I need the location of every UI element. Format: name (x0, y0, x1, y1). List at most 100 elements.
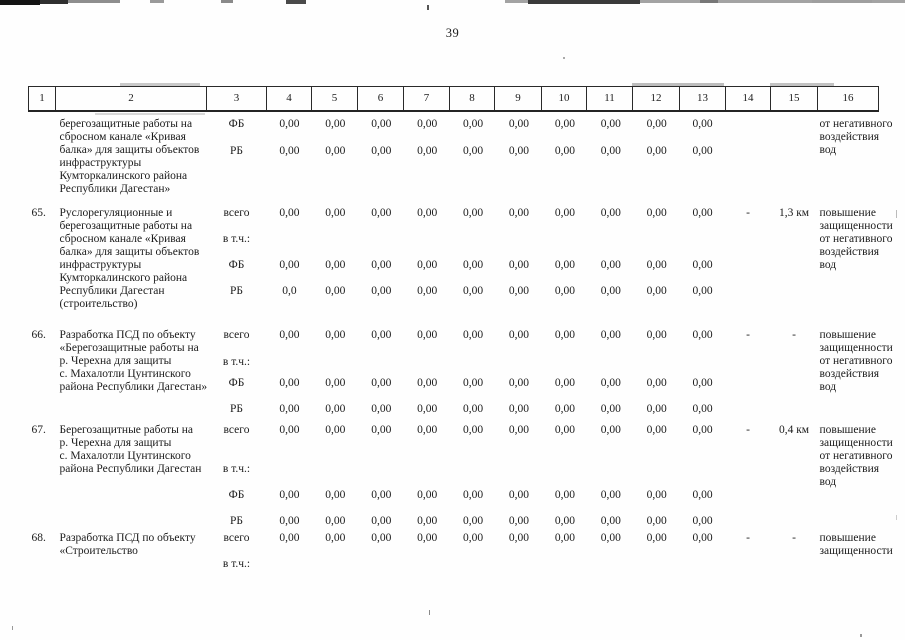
value-cell: 0,00 (600, 403, 621, 415)
value-cell: 0,00 (508, 489, 530, 501)
value-cell: 0,00 (279, 259, 300, 271)
value-row: 0,00 0,00 0,00 0,00 0,00 0,00 0,00 0,00 0,00 0,00 (267, 145, 726, 158)
value-cell: 0,00 (325, 285, 346, 297)
scan-artifact (150, 0, 164, 3)
value-cell: 0,00 (325, 403, 346, 415)
value-cell: 0,00 (417, 515, 438, 527)
value-cell: 0,00 (646, 285, 667, 297)
value-cell: 0,00 (600, 377, 621, 389)
scan-artifact (0, 0, 68, 4)
scan-artifact (0, 0, 40, 5)
value-cell: 0,00 (371, 329, 392, 341)
value-cell: 0,00 (554, 285, 575, 297)
scan-artifact (12, 626, 13, 630)
value-cell: 0,00 (554, 377, 575, 389)
scan-artifact (429, 610, 430, 615)
value-cell: 0,00 (692, 489, 713, 501)
value-cell: 0,00 (646, 118, 667, 130)
value-cell: 0,00 (417, 145, 438, 157)
funding-source-label: в т.ч.: (222, 233, 251, 245)
table-subrow: ФБ 0,00 0,00 0,00 0,00 0,00 0,00 0,00 0,00 0,00 0… (29, 489, 879, 515)
value-row: 0,00 0,00 0,00 0,00 0,00 0,00 0,00 0,00 0,00 0,00 (267, 259, 726, 272)
column-header: 9 (494, 86, 542, 112)
value-cell: 0,00 (646, 259, 667, 271)
value-cell: 0,00 (279, 424, 300, 436)
column-header: 15 (770, 86, 818, 112)
expected-result: повышение защищенности от негативного во… (819, 207, 893, 271)
value-cell: 0,00 (417, 377, 438, 389)
expected-result: повышение защищенности (819, 532, 893, 557)
scan-artifact (68, 0, 120, 3)
table-subrow: в т.ч.: (29, 558, 879, 598)
value-cell: 0,00 (508, 515, 530, 527)
value-cell: 0,00 (463, 532, 484, 544)
table-block-66: 66. Разработка ПСД по объекту «Берегозащ… (29, 329, 893, 424)
item-name: Разработка ПСД по объекту «Строительство (59, 532, 196, 557)
column-header: 1 (28, 86, 56, 112)
value-cell: 0,00 (371, 259, 392, 271)
column-header: 16 (817, 86, 879, 112)
scan-artifact (505, 0, 905, 3)
value-cell: 0,00 (417, 259, 438, 271)
scan-artifact (427, 5, 429, 10)
expected-result: от негативного воздействия вод (819, 118, 893, 156)
value-cell: 0,00 (463, 329, 484, 341)
table-subrow: в т.ч.: (29, 233, 879, 259)
scan-artifact (860, 634, 862, 637)
value-row: 0,00 0,00 0,00 0,00 0,00 0,00 0,00 0,00 0,00 0,00 (267, 403, 726, 416)
item-name: Разработка ПСД по объекту «Берегозащитны… (59, 329, 208, 393)
value-cell: 0,00 (279, 118, 300, 130)
value-cell: 0,00 (692, 424, 713, 436)
value-cell: 0,00 (417, 118, 438, 130)
expected-result: повышение защищенности от негативного во… (819, 424, 893, 488)
value-cell: 0,00 (600, 285, 621, 297)
value-cell: 0,00 (646, 424, 667, 436)
funding-source-label: РБ (230, 403, 243, 415)
value-cell: 0,00 (417, 403, 438, 415)
value-cell: 0,00 (279, 329, 300, 341)
value-cell: 0,00 (463, 403, 484, 415)
table-header-row: 1 2 3 4 5 6 7 8 9 10 11 12 13 14 15 16 (28, 86, 879, 112)
value-cell: 0,00 (646, 403, 667, 415)
table-subrow: РБ 0,00 0,00 0,00 0,00 0,00 0,00 0,00 0,00 0,00 0… (29, 515, 879, 532)
column-header: 8 (449, 86, 495, 112)
value-cell: 0,00 (325, 259, 346, 271)
value-cell: 0,00 (508, 424, 530, 436)
funding-source-label: всего (223, 532, 250, 544)
funding-source-label: всего (223, 207, 250, 219)
value-cell: 0,00 (325, 377, 346, 389)
value-cell: 0,00 (508, 329, 530, 341)
item-number: 66. (31, 329, 46, 341)
column-header: 11 (586, 86, 633, 112)
funding-source-label: ФБ (228, 377, 245, 389)
column-header: 5 (311, 86, 358, 112)
value-cell: 0,00 (554, 118, 575, 130)
value-cell: 0,00 (554, 329, 575, 341)
value-cell: 0,00 (417, 285, 438, 297)
value-cell: 0,00 (692, 532, 713, 544)
table-subrow: в т.ч.: (29, 356, 879, 377)
value-cell: 0,00 (371, 285, 392, 297)
value-cell: 0,00 (279, 532, 300, 544)
item-number (29, 111, 56, 207)
value-cell: 0,00 (554, 532, 575, 544)
value-cell: 0,00 (600, 329, 621, 341)
table-subrow: ФБ 0,00 0,00 0,00 0,00 0,00 0,00 0,00 0,00 0,00 0… (29, 377, 879, 403)
value-cell: 0,00 (508, 532, 530, 544)
col15-length (771, 111, 818, 207)
value-cell: 0,00 (692, 285, 713, 297)
funding-source-label: РБ (230, 515, 243, 527)
page-number: 39 (445, 26, 460, 40)
value-cell: 0,00 (692, 515, 713, 527)
value-cell: 0,00 (600, 207, 621, 219)
value-cell: 0,00 (463, 145, 484, 157)
value-cell: 0,00 (325, 329, 346, 341)
value-cell: 0,00 (325, 145, 346, 157)
value-cell: 0,00 (325, 515, 346, 527)
item-number: 67. (31, 424, 46, 436)
table-subrow: 68. Разработка ПСД по объекту «Строитель… (29, 532, 893, 558)
value-cell: 0,00 (371, 424, 392, 436)
value-row: 0,00 0,00 0,00 0,00 0,00 0,00 0,00 0,00 0,00 0,00 (267, 532, 726, 545)
value-cell: 0,00 (463, 515, 484, 527)
